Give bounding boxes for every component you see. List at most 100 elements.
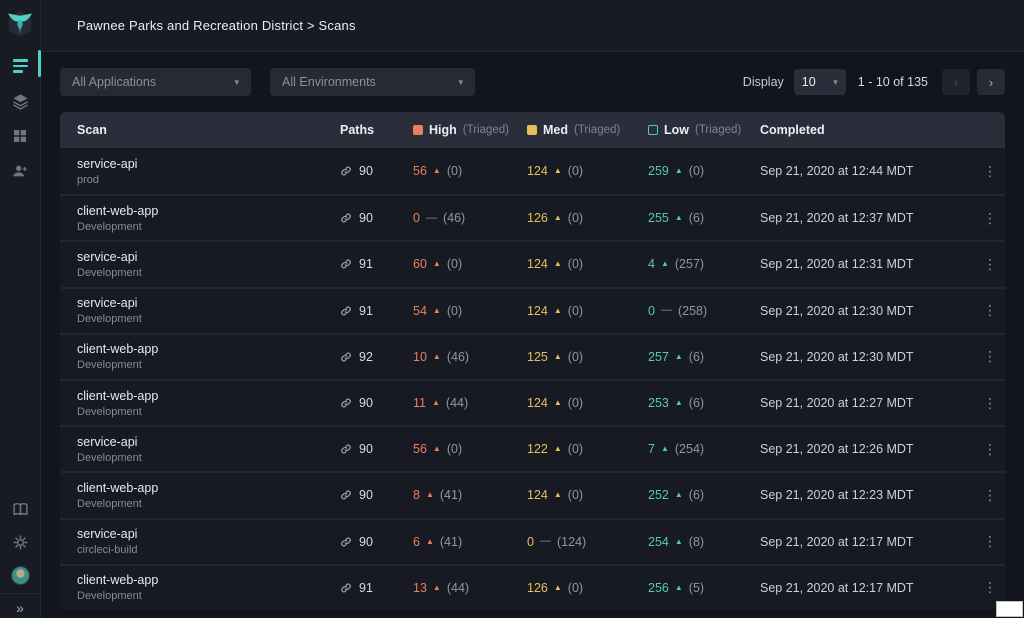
prev-page-button[interactable]: ‹ (942, 69, 970, 95)
invite-user-icon[interactable] (11, 162, 29, 180)
scan-name: service-api (77, 250, 340, 264)
low-trend-icon: ▲ (675, 491, 683, 499)
med-count: 122 (527, 442, 548, 456)
med-trend-icon: ▲ (554, 214, 562, 222)
high-triaged: (46) (443, 211, 465, 225)
completed-timestamp: Sep 21, 2020 at 12:30 MDT (760, 350, 976, 364)
column-header-completed: Completed (760, 123, 976, 137)
row-menu-icon[interactable]: ⋮ (976, 256, 1005, 273)
row-menu-icon[interactable]: ⋮ (976, 163, 1005, 180)
environments-filter-dropdown[interactable]: All Environments ▾ (270, 68, 475, 96)
row-menu-icon[interactable]: ⋮ (976, 302, 1005, 319)
column-header-scan: Scan (60, 123, 340, 137)
row-menu-icon[interactable]: ⋮ (976, 533, 1005, 550)
page-size-value: 10 (802, 75, 816, 89)
row-menu-icon[interactable]: ⋮ (976, 348, 1005, 365)
apps-grid-icon[interactable] (11, 127, 29, 145)
table-row[interactable]: client-web-app Development 90 0 — (46) 1… (60, 194, 1005, 240)
scan-list-icon[interactable] (11, 57, 29, 75)
result-range: 1 - 10 of 135 (858, 75, 928, 89)
low-cell: 257 ▲ (6) (648, 350, 760, 364)
med-count: 124 (527, 488, 548, 502)
scan-cell: client-web-app Development (60, 573, 340, 602)
low-cell: 4 ▲ (257) (648, 257, 760, 271)
med-count: 124 (527, 304, 548, 318)
med-triaged: (0) (568, 581, 583, 595)
scan-cell: client-web-app Development (60, 389, 340, 418)
docs-book-icon[interactable] (11, 500, 29, 518)
high-count: 13 (413, 581, 427, 595)
med-trend-icon: ▲ (554, 445, 562, 453)
high-triaged: (44) (446, 396, 468, 410)
high-trend-icon: ▲ (433, 307, 441, 315)
table-row[interactable]: client-web-app Development 90 11 ▲ (44) … (60, 379, 1005, 425)
row-menu-icon[interactable]: ⋮ (976, 210, 1005, 227)
low-trend-icon: ▲ (675, 399, 683, 407)
chevron-down-icon: ▾ (833, 77, 838, 88)
med-trend-icon: ▲ (554, 584, 562, 592)
link-icon (340, 489, 352, 501)
row-menu-icon[interactable]: ⋮ (976, 579, 1005, 596)
expand-sidebar-icon[interactable]: » (16, 594, 24, 618)
link-icon (340, 397, 352, 409)
paths-cell: 91 (340, 257, 413, 271)
table-row[interactable]: client-web-app Development 91 13 ▲ (44) … (60, 564, 1005, 610)
low-cell: 259 ▲ (0) (648, 164, 760, 178)
med-trend-icon: ▲ (554, 167, 562, 175)
scan-cell: service-api Development (60, 296, 340, 325)
table-row[interactable]: service-api Development 90 56 ▲ (0) 122 … (60, 425, 1005, 471)
high-trend-icon: ▲ (426, 491, 434, 499)
applications-layers-icon[interactable] (11, 92, 29, 110)
completed-timestamp: Sep 21, 2020 at 12:37 MDT (760, 211, 976, 225)
completed-timestamp: Sep 21, 2020 at 12:17 MDT (760, 581, 976, 595)
high-cell: 54 ▲ (0) (413, 304, 527, 318)
high-cell: 0 — (46) (413, 211, 527, 225)
med-triaged: (0) (568, 350, 583, 364)
med-triaged: (0) (568, 211, 583, 225)
paths-cell: 91 (340, 304, 413, 318)
completed-timestamp: Sep 21, 2020 at 12:17 MDT (760, 535, 976, 549)
table-row[interactable]: service-api Development 91 54 ▲ (0) 124 … (60, 287, 1005, 333)
high-trend-icon: ▲ (426, 538, 434, 546)
table-row[interactable]: service-api Development 91 60 ▲ (0) 124 … (60, 240, 1005, 286)
low-triaged: (5) (689, 581, 704, 595)
link-icon (340, 443, 352, 455)
scan-environment: Development (77, 406, 340, 418)
med-trend-icon: — (540, 536, 551, 547)
med-count: 0 (527, 535, 534, 549)
table-row[interactable]: service-api prod 90 56 ▲ (0) 124 ▲ (0) 2… (60, 148, 1005, 194)
completed-timestamp: Sep 21, 2020 at 12:23 MDT (760, 488, 976, 502)
scan-name: client-web-app (77, 204, 340, 218)
med-count: 126 (527, 581, 548, 595)
paths-cell: 90 (340, 535, 413, 549)
table-row[interactable]: service-api circleci-build 90 6 ▲ (41) 0… (60, 518, 1005, 564)
user-avatar[interactable] (11, 566, 30, 585)
med-cell: 124 ▲ (0) (527, 488, 648, 502)
med-count: 124 (527, 396, 548, 410)
high-cell: 11 ▲ (44) (413, 396, 527, 410)
row-menu-icon[interactable]: ⋮ (976, 441, 1005, 458)
paths-count: 91 (359, 257, 373, 271)
next-page-button[interactable]: › (977, 69, 1005, 95)
chevron-down-icon: ▾ (234, 77, 239, 88)
low-trend-icon: ▲ (661, 445, 669, 453)
high-count: 6 (413, 535, 420, 549)
paths-count: 90 (359, 164, 373, 178)
scan-environment: Development (77, 359, 340, 371)
scan-name: client-web-app (77, 389, 340, 403)
low-cell: 254 ▲ (8) (648, 535, 760, 549)
table-row[interactable]: client-web-app Development 92 10 ▲ (46) … (60, 333, 1005, 379)
table-row[interactable]: client-web-app Development 90 8 ▲ (41) 1… (60, 471, 1005, 517)
applications-filter-dropdown[interactable]: All Applications ▾ (60, 68, 251, 96)
low-triaged: (257) (675, 257, 704, 271)
row-menu-icon[interactable]: ⋮ (976, 395, 1005, 412)
stackhawk-logo[interactable] (5, 9, 35, 39)
table-header-row: Scan Paths High (Triaged) Med (Triaged) … (60, 112, 1005, 148)
chevron-down-icon: ▾ (458, 77, 463, 88)
row-menu-icon[interactable]: ⋮ (976, 487, 1005, 504)
paths-count: 92 (359, 350, 373, 364)
page-size-dropdown[interactable]: 10 ▾ (794, 69, 846, 95)
high-trend-icon: — (426, 213, 437, 224)
settings-gear-icon[interactable] (11, 533, 29, 551)
med-trend-icon: ▲ (554, 353, 562, 361)
